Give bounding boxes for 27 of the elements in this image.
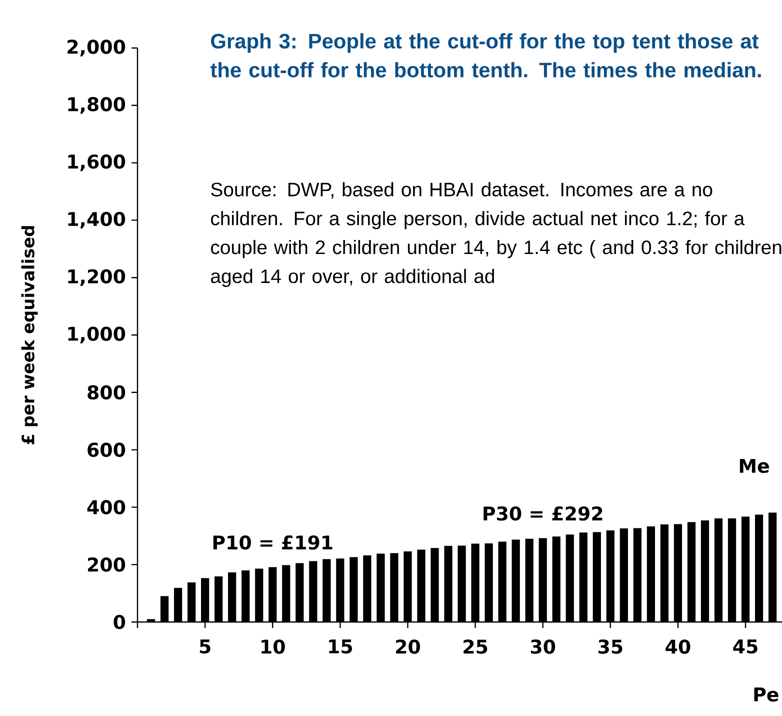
y-tick-label: 600 <box>88 442 126 457</box>
y-tick-label: 400 <box>87 500 126 514</box>
x-tick-label: 15 <box>329 640 352 654</box>
y-tick-label: 200 <box>88 557 126 572</box>
y-tick-label: 800 <box>88 385 126 400</box>
x-tick-label: 10 <box>262 640 285 654</box>
y-tick-label: 1,200 <box>68 269 126 286</box>
x-tick-label: 40 <box>666 640 690 654</box>
x-tick-label: 5 <box>200 640 210 654</box>
x-tick-label: 30 <box>530 640 556 654</box>
x-tick-label: 25 <box>464 640 488 654</box>
x-tick-label: 45 <box>733 640 758 654</box>
annotation: P30 = £292 <box>484 506 602 521</box>
annotation: P10 = £191 <box>213 535 332 550</box>
annotation: Me <box>740 458 769 474</box>
annotation: Source: DWP, based on HBAI dataset. Incomes are a no children. For a single person, divide actual net inco 1.2; for a couple with 2 children under 14, by 1.4 etc ( and 0.33 for children aged 14 or over, or additional ad <box>211 182 782 287</box>
x-tick-label: 20 <box>396 640 420 654</box>
x-tick-label: 35 <box>598 640 622 654</box>
chart-title: Graph 3: People at the cut-off for the top tent those at the cut-off for the bottom tenth. The times the median. <box>210 33 761 78</box>
y-tick-label: 2,000 <box>68 40 126 56</box>
y-tick-label: 1,800 <box>68 97 126 114</box>
y-tick-label: 1,600 <box>68 154 126 172</box>
y-tick-label: 1,000 <box>68 326 126 344</box>
y-tick-label: 1,400 <box>68 212 126 229</box>
y-axis-title: £ per week equivalised <box>21 226 38 444</box>
y-tick-label: 0 <box>114 614 126 630</box>
x-axis-title: Pe <box>754 688 778 702</box>
